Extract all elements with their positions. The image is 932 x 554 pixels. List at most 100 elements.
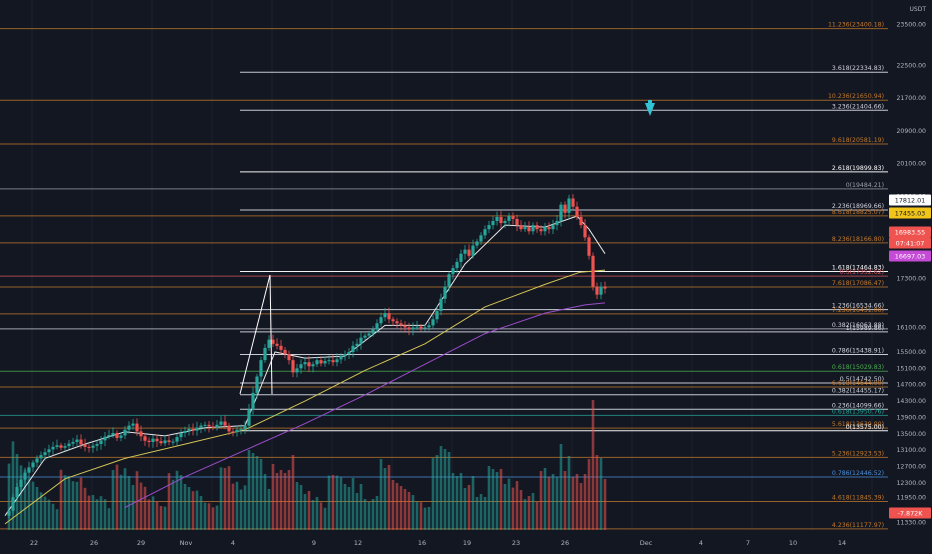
fib-level-label: 5.618(13639.00) <box>832 421 884 428</box>
price-tick-label: 12300.00 <box>896 480 926 487</box>
volume-bar <box>587 459 591 530</box>
volume-bar <box>123 468 127 530</box>
candle-body <box>187 428 191 431</box>
candle-body <box>95 444 99 446</box>
price-tick-label: 16100.00 <box>896 324 926 331</box>
volume-bar <box>455 476 459 530</box>
candle-body <box>67 443 71 447</box>
candle-body <box>235 429 239 433</box>
candle-body <box>395 321 399 324</box>
grid <box>31 0 873 530</box>
volume-bar <box>163 506 167 530</box>
volume-bar <box>439 446 443 530</box>
time-tick-label: Dec <box>640 539 653 547</box>
candle-body <box>55 445 59 447</box>
candle-body <box>587 237 591 256</box>
candle-body <box>499 216 503 224</box>
volume-bar <box>515 481 519 530</box>
fib-level-label: 6.618(14644.00) <box>832 380 884 387</box>
candle-body <box>339 356 343 360</box>
candle-body <box>151 438 155 443</box>
price-tick-label: 22500.00 <box>896 62 926 69</box>
volume-bar <box>143 486 147 530</box>
price-marker-badge <box>889 194 931 206</box>
volume-bar <box>503 484 507 530</box>
price-tick-label: 17300.00 <box>896 275 926 282</box>
candle-body <box>135 423 139 432</box>
volume-bar <box>599 458 603 530</box>
candle-body <box>439 298 443 312</box>
time-tick-label: 22 <box>30 539 38 547</box>
candle-body <box>315 360 319 365</box>
candle-body <box>203 424 207 426</box>
volume-bar <box>51 503 55 530</box>
volume-bar <box>263 474 267 530</box>
volume-bar <box>303 494 307 530</box>
time-axis[interactable]: 22 26 29 Nov 4 9 12 16 19 23 26 Dec 4 7 10 14 <box>0 534 888 550</box>
candle-body <box>571 198 575 207</box>
candle-body <box>423 327 427 329</box>
fib-level-label: 10.236(21650.94) <box>828 93 884 100</box>
price-marker-label: 07:41:07 <box>896 239 925 247</box>
candle-body <box>239 428 243 430</box>
volume-bar <box>327 475 331 530</box>
volume-bar <box>63 475 67 530</box>
volume-bar <box>35 487 39 530</box>
candle-body <box>355 343 359 346</box>
volume-bar <box>395 483 399 530</box>
volume-bar <box>379 459 383 530</box>
volume-bar <box>467 485 471 530</box>
volume-bar <box>571 477 575 530</box>
candle-body <box>51 446 55 450</box>
candle-body <box>207 424 211 427</box>
candle-body <box>7 510 11 516</box>
price-axis-bg <box>888 0 932 550</box>
volume-bar <box>363 499 367 530</box>
candle-body <box>311 364 315 367</box>
time-tick-label: 7 <box>746 539 750 547</box>
candle-body <box>199 425 203 428</box>
volume-bar <box>279 470 283 530</box>
volume-bar <box>211 507 215 530</box>
fib-level-label: 1(15989.86) <box>846 325 884 332</box>
volume-bar <box>491 469 495 530</box>
fib-level-label: 8.236(18166.80) <box>832 236 884 243</box>
currency-label: USDT <box>910 6 927 13</box>
volume-bar <box>411 495 415 530</box>
candle-body <box>263 347 267 361</box>
candle-body <box>271 339 275 344</box>
volume-bar <box>475 497 479 530</box>
ema-mid-line <box>4 269 606 525</box>
candle-body <box>231 431 235 433</box>
candle-body <box>31 462 35 468</box>
candle-body <box>183 430 187 434</box>
price-axis[interactable]: USDT 23500.00 22500.00 21700.00 20900.00 2010… <box>888 0 932 550</box>
price-marker-label: 16983.55 <box>895 228 926 236</box>
candle-body <box>595 286 599 295</box>
price-marker-badge <box>889 507 931 519</box>
fib-level-label: 11.236(23400.18) <box>828 22 884 29</box>
fib-level-label: 7.236(16431.00) <box>832 307 884 314</box>
candle-body <box>431 319 435 326</box>
candle-body <box>71 442 75 444</box>
price-tick-label: 15100.00 <box>896 365 926 372</box>
candle-body <box>111 433 115 436</box>
time-tick-label: 10 <box>789 539 797 547</box>
price-marker-label: -7.872K <box>898 509 924 517</box>
drawings <box>239 100 655 395</box>
volume-bar <box>595 455 599 530</box>
volume-bar <box>135 471 139 530</box>
price-tick-label: 13500.00 <box>896 431 926 438</box>
candle-body <box>563 204 567 213</box>
candle-body <box>475 241 479 246</box>
candle-body <box>583 225 587 238</box>
candle-body <box>575 206 579 217</box>
price-marker-label: 16697.03 <box>895 252 926 260</box>
candle-body <box>219 421 223 425</box>
volume-bar <box>483 497 487 530</box>
volume-bar <box>399 486 403 530</box>
fib-level-label: 0(19484.21) <box>846 182 884 189</box>
time-tick-label: 26 <box>561 539 569 547</box>
